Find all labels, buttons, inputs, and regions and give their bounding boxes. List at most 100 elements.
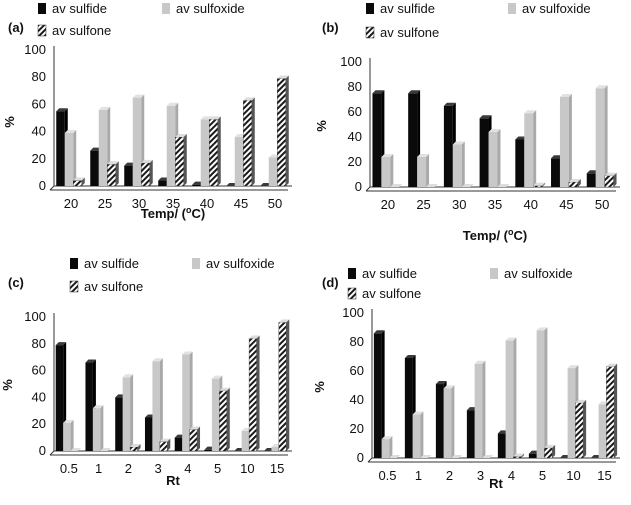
bar-front xyxy=(85,362,93,451)
x-tick-label: 1 xyxy=(95,461,102,476)
legend-swatch xyxy=(508,3,516,14)
legend-item-3: av sulfone xyxy=(69,279,143,294)
bar-front xyxy=(271,446,279,451)
bar xyxy=(373,330,385,458)
y-tick-label: 100 xyxy=(24,309,46,324)
bar-front xyxy=(144,417,153,451)
bar xyxy=(426,184,438,187)
y-tick-label: 0 xyxy=(39,443,46,458)
bar-top xyxy=(209,116,221,120)
x-tick-label: 3 xyxy=(155,461,162,476)
bar xyxy=(277,75,289,187)
y-tick-label: 0 xyxy=(357,450,364,465)
legend-label: av sulfide xyxy=(380,1,435,16)
bar-top xyxy=(182,351,193,355)
y-tick-label: 60 xyxy=(32,96,46,111)
axis-floor-edge xyxy=(367,457,373,463)
bar-top xyxy=(412,411,424,415)
bar-top xyxy=(451,455,463,458)
bar xyxy=(604,172,617,188)
bar xyxy=(575,399,587,459)
x-tick-label: 4 xyxy=(508,468,515,483)
bar-front xyxy=(204,449,212,451)
legend-swatch xyxy=(162,3,170,14)
bar-top xyxy=(373,330,385,334)
bar-front xyxy=(606,366,615,459)
bar-front xyxy=(515,139,525,187)
bar-front xyxy=(488,132,498,187)
bar xyxy=(122,374,134,451)
x-tick-label: 2 xyxy=(125,461,132,476)
legend-swatch xyxy=(38,3,46,14)
bar-front xyxy=(192,184,201,186)
legend-label: av sulfide xyxy=(362,266,417,281)
bar xyxy=(474,360,486,458)
y-tick-label: 20 xyxy=(350,421,364,436)
bar xyxy=(536,327,548,458)
bar xyxy=(381,436,393,458)
y-tick-label: 100 xyxy=(340,54,362,69)
y-axis-label: % xyxy=(314,120,329,132)
bar-top xyxy=(122,374,134,378)
x-axis-label: Rt xyxy=(166,473,180,488)
bar-front xyxy=(408,93,418,187)
legend-swatch xyxy=(70,258,78,269)
x-tick-label: 35 xyxy=(166,196,180,211)
bar-front xyxy=(381,439,390,458)
bar xyxy=(152,358,163,451)
x-tick-label: 10 xyxy=(240,461,254,476)
bar-top xyxy=(141,159,153,163)
x-tick-label: 5 xyxy=(539,468,546,483)
bar-side xyxy=(482,360,486,458)
bar-side xyxy=(115,161,119,186)
bar-side xyxy=(389,436,393,458)
bar-side xyxy=(521,453,525,458)
bar xyxy=(420,455,432,458)
bar-front xyxy=(551,158,560,187)
y-tick-label: 80 xyxy=(32,69,46,84)
bar-top xyxy=(389,455,401,458)
x-tick-label: 30 xyxy=(132,196,146,211)
x-tick-label: 10 xyxy=(566,468,580,483)
bar xyxy=(248,335,260,452)
bar-top xyxy=(443,385,455,389)
bar-top xyxy=(575,399,587,403)
legend-swatch xyxy=(192,258,200,269)
bar-top xyxy=(63,419,74,423)
bar-front xyxy=(567,368,576,458)
bar xyxy=(606,363,618,459)
axis-floor-edge xyxy=(365,186,371,192)
bar-front xyxy=(159,441,168,452)
bar-side xyxy=(217,116,221,186)
bar xyxy=(461,184,474,187)
bar-front xyxy=(92,408,101,451)
bar-side xyxy=(251,97,255,186)
bar-front xyxy=(505,340,514,458)
y-tick-label: 20 xyxy=(348,154,362,169)
bar-side xyxy=(461,141,465,187)
bar-top xyxy=(85,359,96,363)
bar-front xyxy=(559,97,569,187)
bar-front xyxy=(248,338,257,452)
bar-front xyxy=(412,414,421,458)
bar-front xyxy=(466,410,475,458)
bar-top xyxy=(211,375,223,379)
bar-top xyxy=(420,455,432,458)
legend-item-2: av sulfoxide xyxy=(192,256,275,271)
bar-front xyxy=(129,446,138,452)
bar-side xyxy=(426,154,430,187)
bar-top xyxy=(524,110,537,114)
bar-top xyxy=(559,94,572,97)
legend-item-1: av sulfide xyxy=(366,1,435,16)
bar xyxy=(488,129,501,187)
bar-top xyxy=(219,387,230,391)
bar-front xyxy=(219,390,227,452)
legend-label: av sulfoxide xyxy=(504,266,573,281)
bar-front xyxy=(141,162,150,187)
bar-front xyxy=(56,111,65,186)
bar-front xyxy=(598,404,607,458)
legend-swatch xyxy=(347,287,357,300)
x-tick-label: 40 xyxy=(523,197,537,212)
x-tick-label: 4 xyxy=(184,461,191,476)
bar-front xyxy=(122,377,131,451)
